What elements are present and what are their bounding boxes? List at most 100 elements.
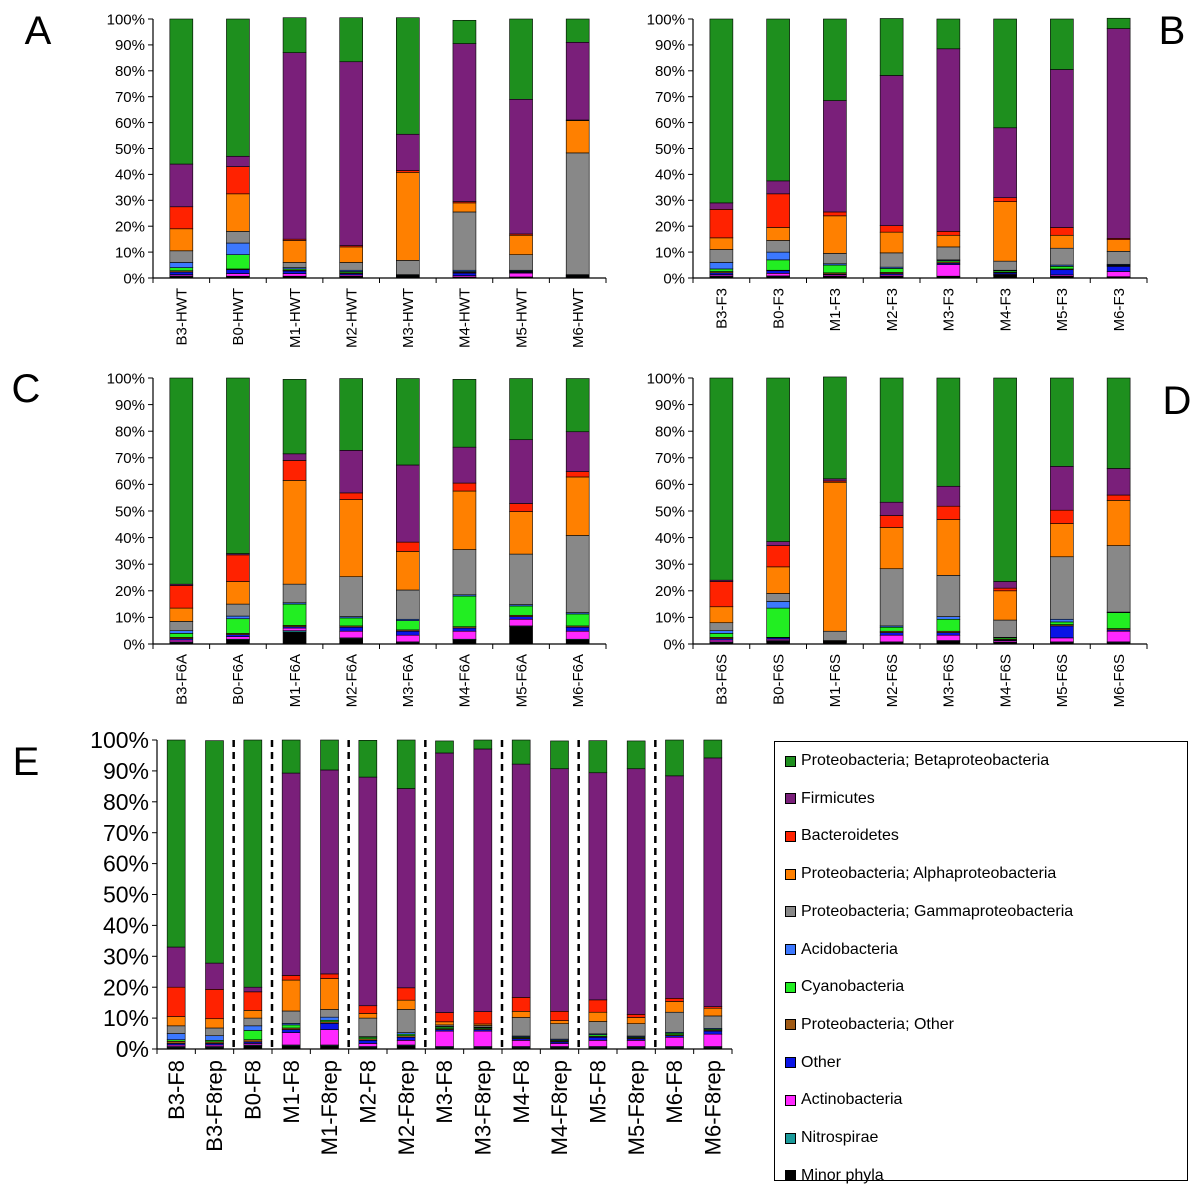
bar-segment xyxy=(766,566,790,594)
category-label: B3-F8 xyxy=(164,1060,189,1120)
bar-segment xyxy=(993,587,1017,592)
bar-segment xyxy=(879,634,904,643)
panel-label: D xyxy=(1163,379,1192,423)
bar-segment xyxy=(993,18,1017,129)
category-label: M3-F6A xyxy=(400,654,417,707)
bar-segment xyxy=(823,630,847,641)
bar-segment xyxy=(626,1023,646,1037)
category-label: M3-F8rep xyxy=(471,1060,496,1155)
y-tick-label: 40% xyxy=(655,167,685,184)
bar-segment xyxy=(452,19,477,44)
bar-segment xyxy=(703,757,723,1007)
bar-segment xyxy=(766,377,790,542)
bar-segment xyxy=(703,1007,723,1017)
bar-segment xyxy=(509,553,533,605)
bar-segment xyxy=(452,482,477,492)
bar-segment xyxy=(396,1040,416,1046)
bar-segment xyxy=(823,100,847,213)
category-label: M6-F6A xyxy=(570,654,587,707)
bar-segment xyxy=(1050,69,1074,228)
y-tick-label: 40% xyxy=(103,912,149,938)
bar-segment xyxy=(709,249,734,263)
bar-segment xyxy=(565,18,590,43)
bar-segment xyxy=(226,254,250,270)
bar-segment xyxy=(452,639,477,645)
bar-segment xyxy=(565,42,590,121)
bar-segment xyxy=(169,621,194,632)
bar-segment xyxy=(823,18,847,101)
legend-item: Cyanobacteria xyxy=(785,977,904,997)
bar-segment xyxy=(626,1014,646,1018)
bar-segment xyxy=(339,630,363,639)
bar-segment xyxy=(766,180,790,195)
bar-segment xyxy=(226,273,250,277)
bar-segment xyxy=(205,989,224,1020)
bar-segment xyxy=(226,636,250,640)
category-label: M1-HWT xyxy=(287,288,304,348)
bar-segment xyxy=(936,377,961,487)
bar-segment xyxy=(226,377,250,554)
bar-segment xyxy=(936,246,961,261)
bar-segment xyxy=(509,254,533,271)
category-label: M6-HWT xyxy=(570,288,587,348)
y-tick-label: 0% xyxy=(663,270,685,287)
bar-segment xyxy=(339,246,363,263)
bar-segment xyxy=(452,595,477,628)
y-tick-label: 100% xyxy=(647,370,685,387)
bar-segment xyxy=(626,1017,646,1024)
legend-item: Actinobacteria xyxy=(785,1090,902,1110)
category-label: M5-F8 xyxy=(586,1060,611,1124)
bar-segment xyxy=(665,1001,684,1013)
panel-label: B xyxy=(1159,9,1186,53)
y-tick-label: 100% xyxy=(647,11,685,28)
bar-segment xyxy=(993,260,1017,271)
y-tick-label: 70% xyxy=(115,89,145,106)
bar-segment xyxy=(169,163,194,208)
y-tick-label: 50% xyxy=(655,141,685,158)
bar-segment xyxy=(396,1009,416,1033)
y-tick-label: 80% xyxy=(655,63,685,80)
y-tick-label: 60% xyxy=(115,477,145,494)
bar-segment xyxy=(1106,251,1131,265)
bar-segment xyxy=(879,527,904,570)
bar-segment xyxy=(282,603,307,626)
bar-segment xyxy=(936,618,961,632)
legend-item: Other xyxy=(785,1053,841,1073)
category-label: M5-F3 xyxy=(1054,288,1071,331)
bar-segment xyxy=(473,1030,493,1047)
legend-swatch xyxy=(785,944,796,955)
bar-segment xyxy=(281,1010,301,1024)
bar-segment xyxy=(823,264,847,274)
bar-segment xyxy=(169,630,194,634)
bar-segment xyxy=(709,262,734,270)
bar-segment xyxy=(766,593,790,602)
legend-label: Minor phyla xyxy=(801,1166,884,1184)
bar-segment xyxy=(226,166,250,195)
bar-segment xyxy=(1050,509,1074,524)
bar-segment xyxy=(709,633,734,638)
bar-segment xyxy=(766,601,790,609)
bar-segment xyxy=(1050,377,1074,467)
bar-segment xyxy=(169,271,194,275)
bar-segment xyxy=(766,259,790,271)
bar-segment xyxy=(282,583,307,604)
bar-segment xyxy=(709,622,734,631)
bar-segment xyxy=(1050,523,1074,558)
category-label: M4-F8rep xyxy=(547,1060,572,1155)
bar-segment xyxy=(509,511,533,555)
bar-segment xyxy=(936,632,961,636)
bar-segment xyxy=(766,545,790,568)
bar-segment xyxy=(879,231,904,254)
bar-segment xyxy=(282,273,307,277)
bar-segment xyxy=(339,576,363,617)
bar-segment xyxy=(243,1039,263,1043)
bar-segment xyxy=(766,227,790,241)
bar-segment xyxy=(452,446,477,484)
bar-segment xyxy=(709,202,734,210)
y-tick-label: 40% xyxy=(655,530,685,547)
bar-segment xyxy=(358,1013,378,1019)
bar-segment xyxy=(358,740,378,778)
bar-segment xyxy=(936,505,961,520)
bar-segment xyxy=(1050,266,1074,270)
category-label: M1-F3 xyxy=(827,288,844,331)
